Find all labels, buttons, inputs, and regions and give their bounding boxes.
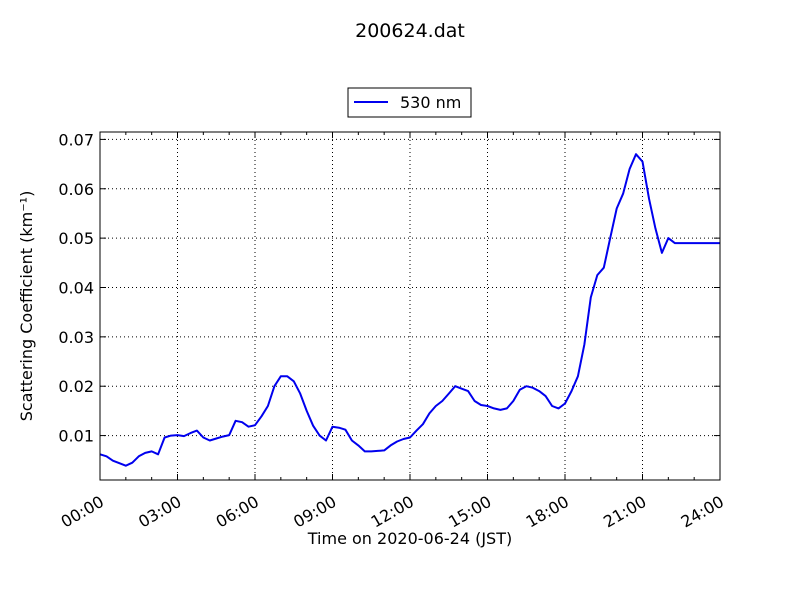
y-axis-label: Scattering Coefficient (km⁻¹) bbox=[17, 191, 36, 422]
y-tick-label: 0.06 bbox=[58, 180, 94, 199]
legend: 530 nm bbox=[347, 87, 472, 118]
y-tick-label: 0.04 bbox=[58, 278, 94, 297]
y-tick-label: 0.07 bbox=[58, 130, 94, 149]
y-tick-label: 0.03 bbox=[58, 328, 94, 347]
grid bbox=[100, 132, 720, 480]
y-tick-label: 0.01 bbox=[58, 427, 94, 446]
x-axis-label: Time on 2020-06-24 (JST) bbox=[307, 529, 512, 548]
y-tick-label: 0.02 bbox=[58, 377, 94, 396]
series-layer bbox=[99, 153, 720, 467]
chart-title: 200624.dat bbox=[355, 20, 465, 42]
plot-frame bbox=[99, 131, 721, 481]
legend-label: 530 nm bbox=[400, 93, 461, 112]
y-tick-labels: 0.01 0.02 0.03 0.04 0.05 0.06 0.07 bbox=[58, 130, 94, 445]
series-line-530nm bbox=[99, 153, 720, 467]
y-tick-label: 0.05 bbox=[58, 229, 94, 248]
